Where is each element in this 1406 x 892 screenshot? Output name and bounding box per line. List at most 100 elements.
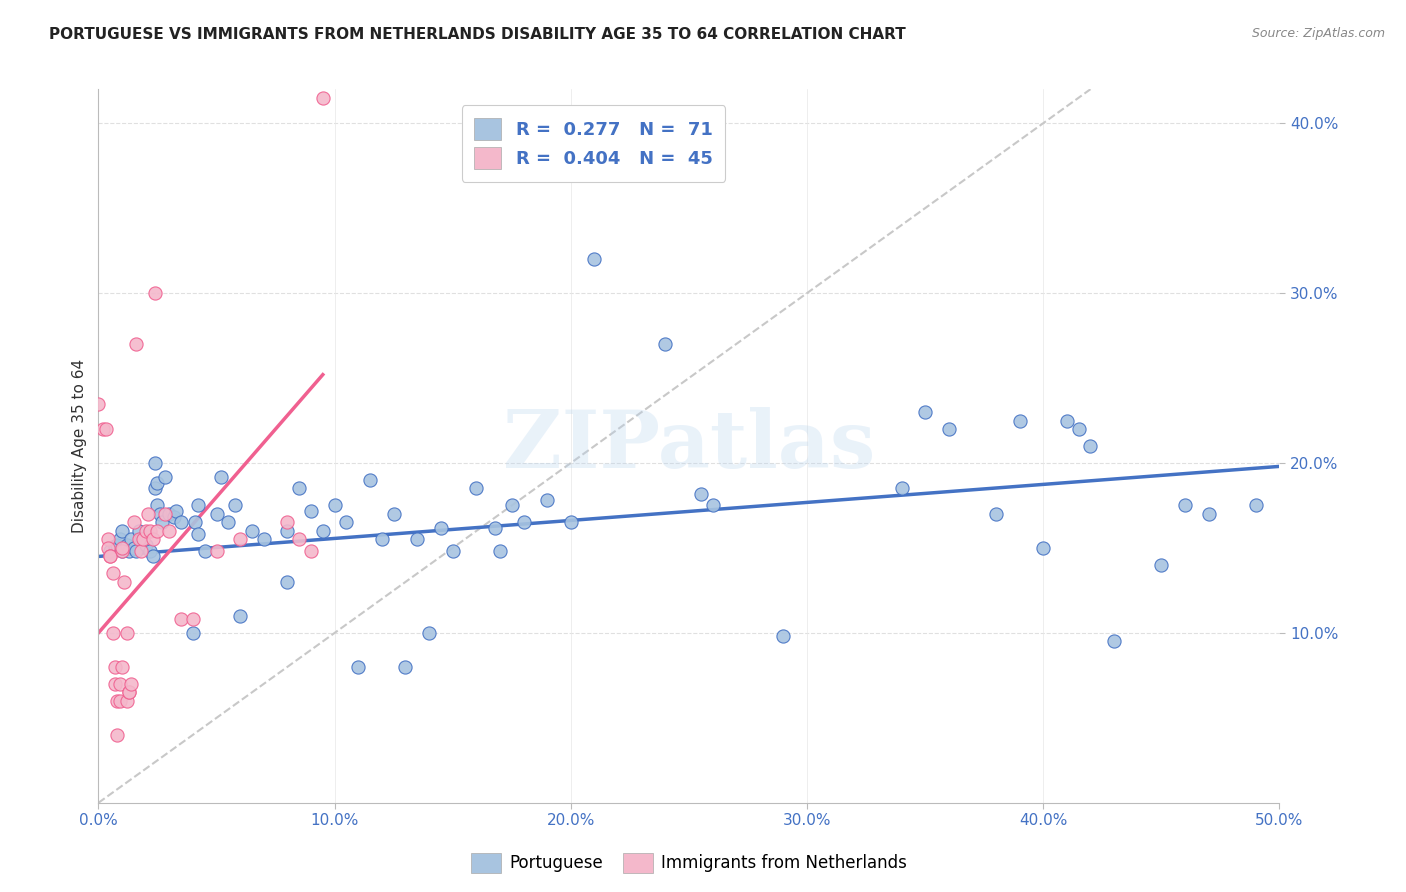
Point bbox=[512, 516, 534, 530]
Point bbox=[288, 533, 311, 547]
Point bbox=[132, 533, 155, 547]
Point bbox=[229, 533, 252, 547]
Point bbox=[276, 524, 298, 538]
Point bbox=[1102, 634, 1125, 648]
Point bbox=[484, 520, 506, 534]
Point bbox=[312, 91, 335, 105]
Point bbox=[146, 524, 169, 538]
Point bbox=[105, 537, 128, 551]
Point bbox=[276, 516, 298, 530]
Point bbox=[97, 541, 120, 555]
Point bbox=[97, 533, 120, 547]
Legend: R =  0.277   N =  71, R =  0.404   N =  45: R = 0.277 N = 71, R = 0.404 N = 45 bbox=[461, 105, 725, 182]
Point bbox=[583, 252, 606, 266]
Point bbox=[108, 694, 131, 708]
Point bbox=[111, 544, 134, 558]
Point bbox=[153, 507, 176, 521]
Point bbox=[104, 660, 127, 674]
Point bbox=[115, 537, 138, 551]
Point bbox=[1150, 558, 1173, 572]
Point bbox=[101, 566, 124, 581]
Point bbox=[87, 396, 110, 410]
Point bbox=[105, 694, 128, 708]
Point bbox=[224, 499, 246, 513]
Y-axis label: Disability Age 35 to 64: Disability Age 35 to 64 bbox=[72, 359, 87, 533]
Point bbox=[91, 422, 114, 436]
Point bbox=[501, 499, 523, 513]
Point bbox=[1032, 541, 1054, 555]
Point bbox=[143, 286, 166, 301]
Point bbox=[98, 549, 121, 564]
Point bbox=[984, 507, 1007, 521]
Point bbox=[430, 520, 453, 534]
Legend: Portuguese, Immigrants from Netherlands: Portuguese, Immigrants from Netherlands bbox=[464, 847, 914, 880]
Point bbox=[187, 527, 209, 541]
Point bbox=[406, 533, 429, 547]
Point bbox=[98, 549, 121, 564]
Point bbox=[772, 629, 794, 643]
Point bbox=[187, 499, 209, 513]
Point bbox=[94, 422, 117, 436]
Point bbox=[157, 507, 180, 521]
Point bbox=[108, 677, 131, 691]
Point bbox=[1198, 507, 1220, 521]
Point bbox=[560, 516, 582, 530]
Point bbox=[441, 544, 464, 558]
Point bbox=[702, 499, 724, 513]
Point bbox=[128, 533, 150, 547]
Point bbox=[163, 510, 186, 524]
Point bbox=[108, 533, 131, 547]
Point bbox=[165, 503, 187, 517]
Point bbox=[194, 544, 217, 558]
Point bbox=[115, 626, 138, 640]
Point bbox=[299, 544, 322, 558]
Point bbox=[205, 507, 228, 521]
Point bbox=[359, 473, 381, 487]
Point bbox=[890, 482, 912, 496]
Point bbox=[143, 456, 166, 470]
Point bbox=[142, 533, 165, 547]
Point bbox=[142, 549, 165, 564]
Point bbox=[101, 626, 124, 640]
Point bbox=[125, 544, 148, 558]
Point bbox=[115, 694, 138, 708]
Point bbox=[299, 503, 322, 517]
Point bbox=[654, 337, 676, 351]
Point bbox=[111, 524, 134, 538]
Point bbox=[135, 524, 157, 538]
Text: Source: ZipAtlas.com: Source: ZipAtlas.com bbox=[1251, 27, 1385, 40]
Point bbox=[323, 499, 346, 513]
Point bbox=[157, 524, 180, 538]
Point bbox=[118, 544, 141, 558]
Point bbox=[465, 482, 488, 496]
Point bbox=[253, 533, 276, 547]
Point bbox=[288, 482, 311, 496]
Point bbox=[129, 533, 152, 547]
Point bbox=[146, 476, 169, 491]
Point bbox=[135, 537, 157, 551]
Point bbox=[111, 660, 134, 674]
Point bbox=[111, 541, 134, 555]
Point bbox=[276, 574, 298, 589]
Point bbox=[98, 544, 121, 558]
Point bbox=[938, 422, 960, 436]
Point bbox=[122, 516, 145, 530]
Point bbox=[118, 685, 141, 699]
Point bbox=[121, 533, 143, 547]
Text: ZIPatlas: ZIPatlas bbox=[503, 407, 875, 485]
Point bbox=[118, 685, 141, 699]
Point bbox=[1244, 499, 1267, 513]
Point bbox=[1067, 422, 1090, 436]
Point bbox=[111, 544, 134, 558]
Point bbox=[1174, 499, 1197, 513]
Point bbox=[536, 493, 558, 508]
Point bbox=[104, 539, 127, 553]
Point bbox=[128, 524, 150, 538]
Point bbox=[217, 516, 239, 530]
Point bbox=[170, 612, 193, 626]
Point bbox=[149, 507, 172, 521]
Point bbox=[240, 524, 263, 538]
Point bbox=[129, 544, 152, 558]
Point bbox=[181, 626, 204, 640]
Point bbox=[1056, 413, 1078, 427]
